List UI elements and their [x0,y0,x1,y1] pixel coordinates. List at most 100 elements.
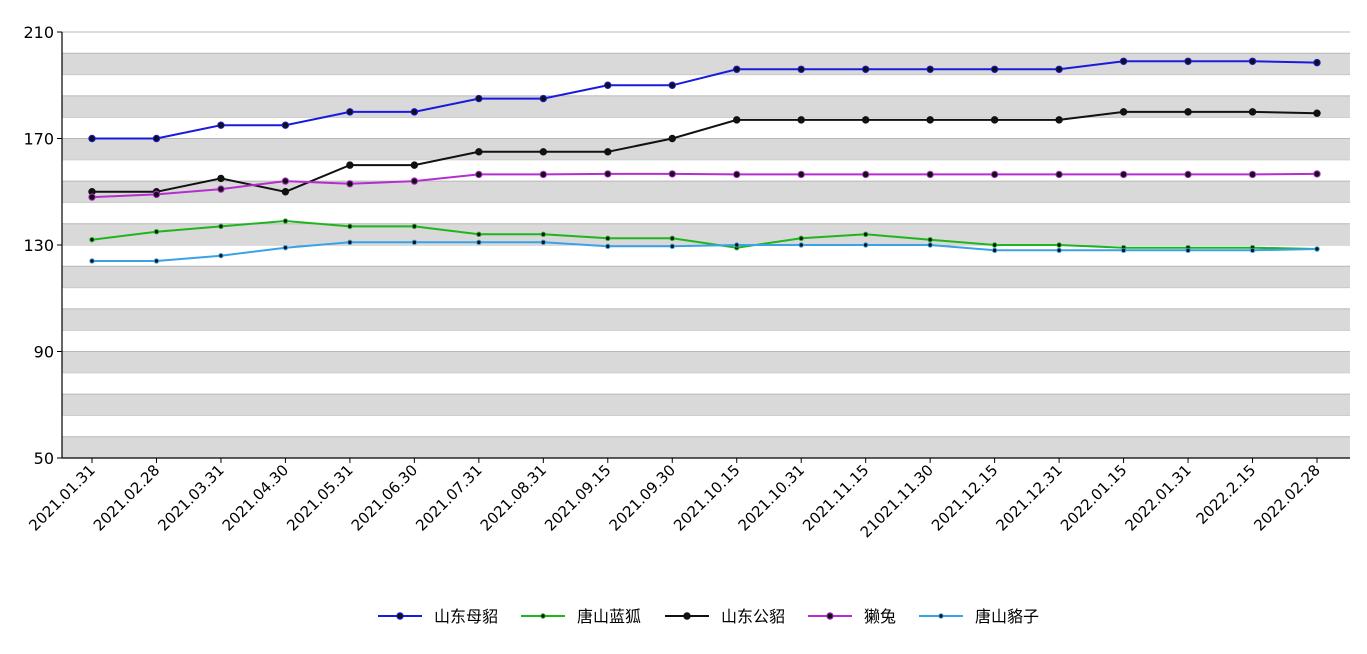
data-point [926,116,934,124]
x-tick-label: 2021.05.31 [283,461,356,534]
legend-swatch-marker [826,612,834,620]
data-point [668,81,676,89]
data-point [1185,247,1191,254]
series-group [89,239,1320,264]
data-point [217,174,225,183]
data-point [410,177,419,185]
grid-band [62,351,1350,373]
data-point [540,239,547,246]
y-axis-ticks: 50 90 130 170 210 [23,23,62,468]
data-point [218,223,224,230]
data-point [1056,247,1062,254]
data-point [927,242,933,248]
x-tick-label: 2021.01.31 [25,461,98,534]
grid-band [62,394,1350,416]
series-line [91,219,1318,250]
series-line [92,110,1318,193]
series-line [92,241,1318,262]
data-point [1055,116,1063,124]
x-tick-label: 2022.2.15 [1193,461,1260,528]
data-point [1248,108,1257,116]
data-point [410,161,419,169]
data-point [861,116,870,124]
data-point [218,252,224,259]
grid-band [62,308,1350,331]
data-point [798,242,804,248]
grid-band [62,53,1350,75]
data-point [668,134,676,143]
y-tick-label: 130 [23,236,54,255]
data-point [862,231,869,238]
x-axis-ticks: 2021.01.312021.02.282021.03.312021.04.30… [25,458,1324,541]
data-point [1055,65,1063,73]
data-point [475,170,483,179]
data-point [861,170,870,179]
data-point [410,108,419,116]
legend-item: 唐山蓝狐 [521,607,641,626]
x-tick-label: 2021.09.30 [606,461,679,534]
grid-band [62,138,1350,160]
data-point [798,235,804,242]
data-point [217,121,225,129]
data-point [475,148,483,156]
legend-item: 唐山貉子 [919,607,1039,626]
grid-band [62,436,1350,458]
data-point [605,235,611,242]
data-point [990,116,999,124]
series-line [91,172,1318,199]
legend-label: 山东公貂 [721,607,785,626]
data-point [281,121,290,129]
legend-swatch-marker [540,613,546,619]
x-tick-label: 2022.01.31 [1121,461,1194,534]
data-point [1184,108,1192,116]
data-point [669,243,675,250]
data-point [346,161,354,169]
data-point [282,218,289,224]
data-point [862,242,869,248]
data-point [605,243,611,250]
x-tick-label: 2022.02.28 [1250,461,1323,534]
y-tick-label: 90 [34,343,54,362]
data-point [1248,170,1257,179]
x-tick-label: 2021.06.30 [348,461,421,534]
data-point [1055,170,1063,179]
legend: 山东母貂 唐山蓝狐 山东公貂 獭兔 唐山貉子 [378,607,1039,626]
data-point [1314,246,1320,252]
data-point [733,170,741,179]
x-tick-label: 2021.03.31 [154,461,227,534]
series-lines [88,57,1321,264]
data-point [797,65,805,73]
data-point [346,180,354,188]
data-point [153,228,160,235]
data-point [861,65,870,73]
data-point [927,236,933,243]
data-point [1249,247,1256,254]
legend-swatch-marker [396,612,404,620]
data-point [411,239,418,246]
grid-band [62,181,1350,203]
data-point [1119,57,1128,65]
data-point [604,170,612,178]
data-point [733,65,741,73]
data-point [411,223,418,230]
data-point [1313,109,1321,117]
data-point [1056,242,1062,248]
data-point [1119,108,1128,116]
x-tick-label: 2021.02.28 [90,461,163,534]
data-point [539,94,548,103]
legend-label: 唐山蓝狐 [577,607,641,626]
data-point [926,65,934,73]
data-point [347,223,353,230]
data-point [668,170,676,178]
legend-swatch-marker [683,612,691,620]
series-group [88,170,1321,201]
data-point [89,236,95,243]
data-point [346,108,354,116]
data-point [797,116,805,124]
data-point [797,170,805,179]
data-point [539,170,548,179]
data-point [88,193,96,201]
data-point [990,170,999,179]
